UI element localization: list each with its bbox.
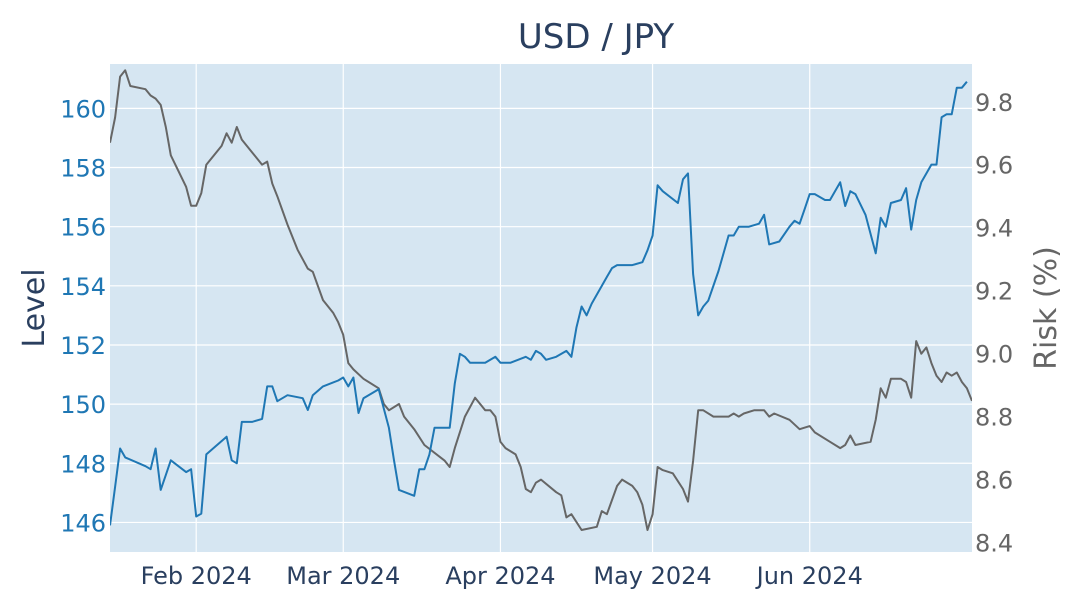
- series-group: [110, 69, 972, 531]
- x-tick-label: Apr 2024: [445, 562, 555, 590]
- y-tick-label: 158: [60, 155, 106, 183]
- y-axis-left-label: Level: [17, 268, 52, 347]
- y-tick-label: 150: [60, 391, 106, 419]
- y2-tick-label: 8.4: [975, 530, 1013, 558]
- y-axis-right: 8.4 8.6 8.8 9.0 9.2 9.4 9.6 9.8: [975, 89, 1013, 558]
- y2-tick-label: 8.8: [975, 404, 1013, 432]
- y-tick-label: 146: [60, 509, 106, 537]
- x-tick-label: Feb 2024: [141, 562, 252, 590]
- y2-tick-label: 9.8: [975, 89, 1013, 117]
- y-axis-left: 146 148 150 152 154 156 158 160: [60, 95, 106, 537]
- grid: [110, 64, 972, 552]
- y-axis-right-label: Risk (%): [1029, 246, 1064, 370]
- risk-line: [110, 69, 972, 531]
- y-tick-label: 148: [60, 450, 106, 478]
- y2-tick-label: 8.6: [975, 467, 1013, 495]
- x-axis: Feb 2024 Mar 2024 Apr 2024 May 2024 Jun 2024: [141, 562, 863, 590]
- y-tick-label: 160: [60, 95, 106, 123]
- y2-tick-label: 9.4: [975, 215, 1013, 243]
- y2-tick-label: 9.0: [975, 341, 1013, 369]
- x-tick-label: May 2024: [593, 562, 711, 590]
- chart-title: USD / JPY: [518, 17, 675, 57]
- x-tick-label: Mar 2024: [286, 562, 400, 590]
- y2-tick-label: 9.6: [975, 152, 1013, 180]
- y-tick-label: 152: [60, 332, 106, 360]
- x-tick-label: Jun 2024: [755, 562, 863, 590]
- y-tick-label: 156: [60, 214, 106, 242]
- y-tick-label: 154: [60, 273, 106, 301]
- plot-area: [110, 64, 972, 552]
- level-line: [110, 81, 968, 526]
- y2-tick-label: 9.2: [975, 278, 1013, 306]
